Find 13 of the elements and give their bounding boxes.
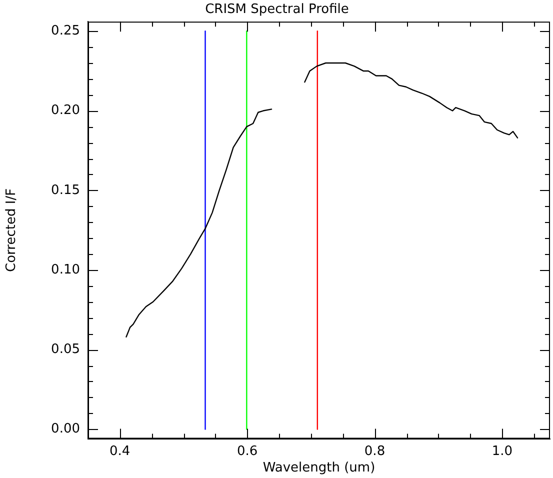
x-tick-label: 0.6 <box>236 444 258 459</box>
y-tick-label: 0.15 <box>51 182 80 198</box>
y-axis-title: Corrected I/F <box>4 188 20 272</box>
y-tick-label: 0.05 <box>51 342 80 357</box>
x-tick-label: 1.0 <box>492 444 513 459</box>
x-axis-title: Wavelength (um) <box>262 460 376 476</box>
y-tick-label: 0.20 <box>51 103 80 118</box>
y-tick-label: 0.10 <box>51 262 80 278</box>
y-tick-label: 0.00 <box>51 422 80 437</box>
y-tick-label: 0.25 <box>51 24 80 39</box>
chart-title: CRISM Spectral Profile <box>205 2 349 18</box>
x-tick-label: 0.4 <box>110 444 130 459</box>
x-tick-label: 0.8 <box>364 444 386 459</box>
